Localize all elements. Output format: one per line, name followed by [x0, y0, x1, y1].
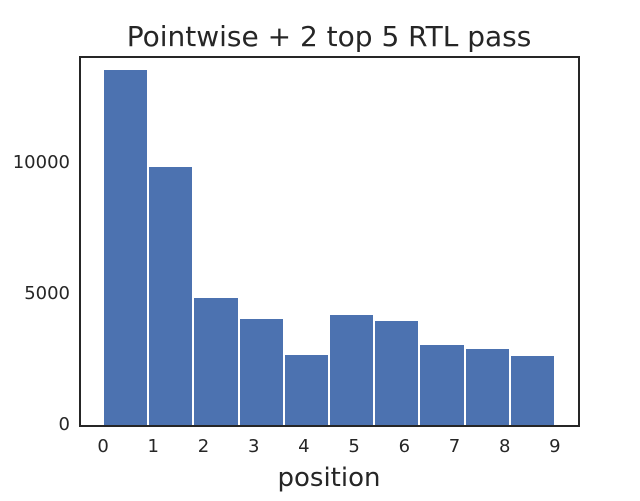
y-tick-label: 0 [58, 414, 70, 435]
x-tick-label: 9 [549, 436, 561, 457]
x-tick-label: 7 [448, 436, 461, 457]
bar [148, 165, 194, 425]
bar [238, 318, 284, 425]
bar [103, 69, 149, 425]
plot-area [78, 55, 580, 427]
x-tick-label: 1 [147, 436, 159, 457]
x-tick-label: 4 [298, 436, 310, 457]
bar [193, 297, 239, 425]
bar [374, 320, 420, 425]
x-tick-label: 5 [348, 436, 360, 457]
x-tick-label: 3 [247, 436, 260, 457]
x-tick-label: 2 [197, 436, 210, 457]
bar [283, 354, 329, 425]
y-tick-label: 10000 [12, 151, 70, 173]
x-tick-label: 8 [498, 436, 511, 457]
x-tick-label: 6 [398, 436, 411, 457]
x-tick-label: 0 [97, 436, 109, 457]
bar [464, 347, 510, 425]
bar [509, 354, 555, 425]
chart-title: Pointwise + 2 top 5 RTL pass [126, 20, 532, 53]
y-tick-label: 5000 [24, 282, 70, 304]
x-axis-label: position [277, 463, 381, 493]
bar [329, 313, 375, 425]
bar [419, 343, 465, 425]
